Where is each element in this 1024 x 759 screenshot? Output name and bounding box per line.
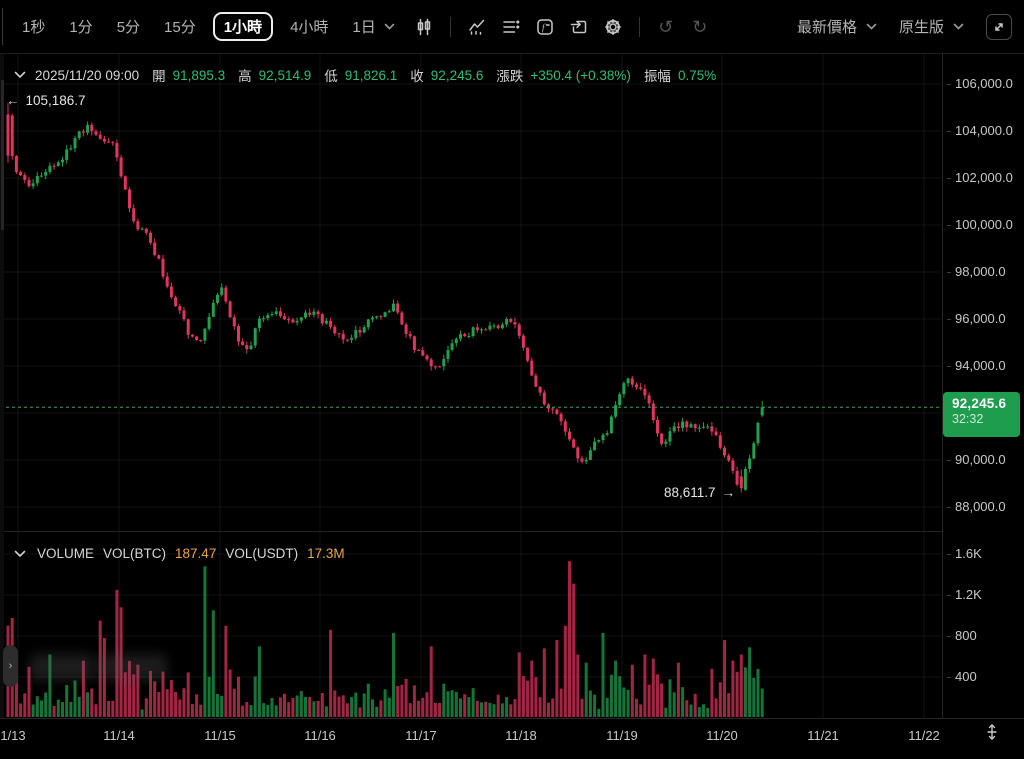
- interval-1m[interactable]: 1分: [69, 19, 93, 36]
- candlestick-chart-type-icon[interactable]: [409, 12, 439, 42]
- vol-usdt-label: VOL(USDT): [225, 546, 299, 561]
- price-mode-label: 最新價格: [796, 19, 857, 36]
- change-label: 漲跌: [496, 69, 524, 84]
- interval-1h-selected[interactable]: 1小時: [212, 12, 274, 41]
- amplitude-label: 振幅: [643, 69, 671, 84]
- template-list-icon[interactable]: [496, 12, 526, 42]
- blurred-watermark: [30, 654, 94, 680]
- change-value: +350.4 (+0.38%): [530, 67, 631, 83]
- toolbar-divider: [638, 16, 640, 37]
- volume-axis-label: 400: [947, 669, 977, 684]
- price-axis-label: 88,000.0: [947, 499, 1006, 514]
- session-high-annotation: ← 105,186.7: [6, 93, 86, 108]
- svg-text:f: f: [542, 22, 546, 32]
- volume-title: VOLUME: [37, 546, 95, 561]
- time-axis-label: 11/19: [606, 728, 638, 743]
- left-edge-strip: [0, 54, 4, 718]
- interval-5m[interactable]: 5分: [116, 19, 141, 36]
- session-high-value: 105,186.7: [25, 93, 86, 108]
- time-axis-label: 11/14: [103, 728, 135, 743]
- collapse-chevron-icon[interactable]: [14, 71, 26, 79]
- interval-15m[interactable]: 15分: [164, 19, 196, 36]
- time-axis-label: 1/13: [0, 728, 26, 743]
- price-axis-label: 104,000.0: [947, 123, 1013, 138]
- ohlc-info-bar: 2025/11/20 09:00 開 91,895.3 高 92,514.9 低…: [14, 65, 716, 85]
- price-axis[interactable]: 106,000.0 104,000.0 102,000.0 100,000.0 98,0…: [942, 54, 1024, 718]
- amplitude-value: 0.75%: [677, 67, 717, 83]
- chevron-down-icon: [953, 23, 964, 30]
- vol-btc-label: VOL(BTC): [103, 546, 167, 561]
- time-axis-label: 11/22: [908, 728, 940, 743]
- volume-header: VOLUME VOL(BTC) 187.47 VOL(USDT) 17.3M: [14, 546, 345, 561]
- open-value: 91,895.3: [172, 67, 226, 83]
- price-scale-drag-icon[interactable]: [982, 723, 1002, 741]
- vol-btc-value: 187.47: [175, 546, 217, 561]
- high-value: 92,514.9: [258, 67, 312, 83]
- price-axis-label: 90,000.0: [947, 452, 1006, 467]
- interval-1s[interactable]: 1秒: [22, 19, 46, 36]
- version-dropdown[interactable]: 原生版: [899, 16, 964, 37]
- collapse-chevron-icon[interactable]: [14, 550, 26, 558]
- low-value: 91,826.1: [344, 67, 398, 83]
- price-axis-label: 98,000.0: [947, 264, 1006, 279]
- price-axis-label: 100,000.0: [947, 217, 1013, 232]
- high-label: 高: [238, 69, 252, 84]
- left-scroll-indicator: [1, 80, 4, 230]
- arrow-right-icon: →: [721, 485, 736, 500]
- price-axis-label: 102,000.0: [947, 170, 1013, 185]
- time-axis-label: 11/21: [807, 728, 839, 743]
- toolbar-divider: [449, 16, 451, 37]
- volume-axis-label: 1.2K: [947, 587, 982, 602]
- price-axis-label: 106,000.0: [947, 76, 1013, 91]
- time-axis-label: 11/17: [405, 728, 437, 743]
- price-mode-dropdown[interactable]: 最新價格: [797, 16, 877, 37]
- redo-icon[interactable]: ↻: [692, 16, 708, 37]
- toolbar-left: 1秒 1分 5分 15分 1小時 4小時 1日: [12, 12, 715, 42]
- volume-axis-label: 800: [947, 628, 977, 643]
- time-axis-label: 11/16: [304, 728, 336, 743]
- interval-4h[interactable]: 4小時: [290, 19, 329, 36]
- interval-1d[interactable]: 1日: [352, 19, 376, 36]
- price-axis-label: 96,000.0: [947, 311, 1006, 326]
- toolbar-right: 最新價格 原生版: [797, 13, 1012, 40]
- formula-icon[interactable]: f: [530, 12, 560, 42]
- fullscreen-icon[interactable]: [986, 13, 1012, 40]
- candle-datetime: 2025/11/20 09:00: [35, 67, 140, 83]
- settings-gear-icon[interactable]: [598, 12, 628, 42]
- chevron-down-icon: [866, 23, 877, 30]
- price-axis-label: 94,000.0: [947, 358, 1006, 373]
- session-low-value: 88,611.7: [664, 485, 716, 500]
- time-axis-label: 11/20: [706, 728, 738, 743]
- time-axis[interactable]: 1/13 11/14 11/15 11/16 11/17 11/18 11/19 11/20 1…: [0, 718, 1024, 759]
- arrow-left-icon: ←: [6, 93, 20, 108]
- current-price-badge: 92,245.6 32:32: [943, 392, 1020, 437]
- expand-panel-handle[interactable]: ›: [3, 645, 18, 687]
- indicators-icon[interactable]: [462, 12, 492, 42]
- undo-icon[interactable]: ↺: [658, 16, 674, 37]
- toolbar: 1秒 1分 5分 15分 1小時 4小時 1日: [0, 0, 1024, 54]
- close-label: 收: [410, 69, 424, 84]
- save-layout-icon[interactable]: [564, 12, 594, 42]
- blurred-watermark: [99, 654, 167, 680]
- open-label: 開: [152, 69, 166, 84]
- current-price-value: 92,245.6: [952, 396, 1007, 411]
- time-axis-label: 11/15: [204, 728, 236, 743]
- version-label: 原生版: [898, 19, 944, 36]
- candle-countdown: 32:32: [952, 412, 984, 426]
- session-low-annotation: 88,611.7 →: [664, 485, 735, 500]
- time-axis-label: 11/18: [505, 728, 537, 743]
- volume-axis-label: 1.6K: [947, 546, 982, 561]
- interval-more-chevron-down-icon[interactable]: [384, 23, 395, 30]
- close-value: 92,245.6: [430, 67, 484, 83]
- vol-usdt-value: 17.3M: [307, 546, 345, 561]
- low-label: 低: [324, 69, 338, 84]
